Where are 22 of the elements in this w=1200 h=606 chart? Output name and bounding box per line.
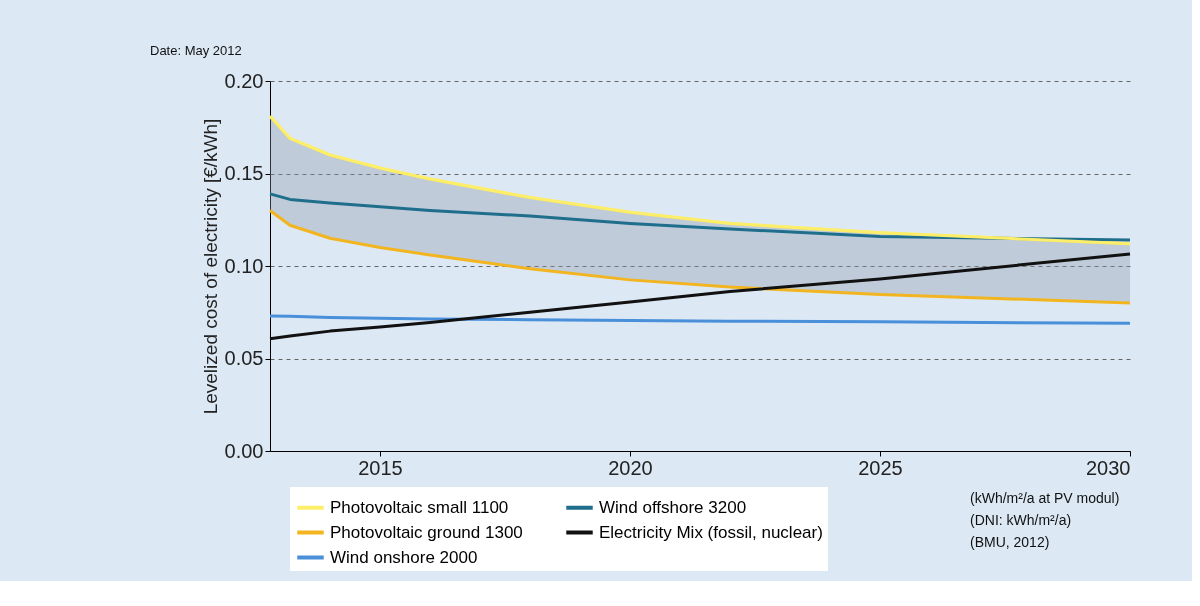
legend-label: Wind offshore 3200 <box>599 497 747 517</box>
y-axis-title: Levelized cost of electricity [€/kWh] <box>199 118 221 415</box>
legend-label: Electricity Mix (fossil, nuclear) <box>599 522 823 542</box>
line-series <box>268 252 1132 341</box>
y-tick-label: 0.20 <box>224 69 264 92</box>
text: (kWh/m²/a at PV modul) <box>970 490 1120 506</box>
line-series <box>268 314 1132 325</box>
legend-label: Photovoltaic small 1100 <box>330 497 509 517</box>
y-tick-label: 0.15 <box>224 162 264 184</box>
y-tick-label: 0.05 <box>224 347 264 369</box>
line-series <box>268 209 1132 305</box>
text: Date: May 2012 <box>150 43 242 58</box>
text: (BMU, 2012) <box>970 534 1050 550</box>
legend-label: Wind onshore 2000 <box>330 547 478 567</box>
y-tick-label: 0.00 <box>224 439 264 462</box>
y-tick-label: 0.10 <box>224 254 264 277</box>
x-tick-label: 2015 <box>358 456 403 479</box>
x-tick-label: 2025 <box>858 456 903 479</box>
x-tick-label: 2030 <box>1086 456 1131 479</box>
text: (DNI: kWh/m²/a) <box>970 512 1072 528</box>
legend-label: Photovoltaic ground 1300 <box>330 522 523 542</box>
x-tick-label: 2020 <box>608 456 653 479</box>
